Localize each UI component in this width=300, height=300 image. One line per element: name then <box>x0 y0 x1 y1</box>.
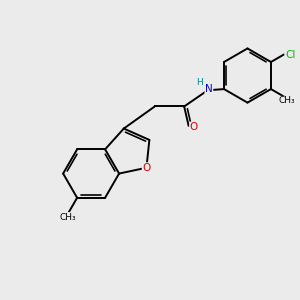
Text: H: H <box>196 77 203 86</box>
Text: O: O <box>142 163 151 173</box>
Text: N: N <box>205 84 213 94</box>
Text: O: O <box>190 122 198 132</box>
Text: CH₃: CH₃ <box>278 96 295 105</box>
Text: CH₃: CH₃ <box>59 213 76 222</box>
Text: Cl: Cl <box>285 50 296 60</box>
